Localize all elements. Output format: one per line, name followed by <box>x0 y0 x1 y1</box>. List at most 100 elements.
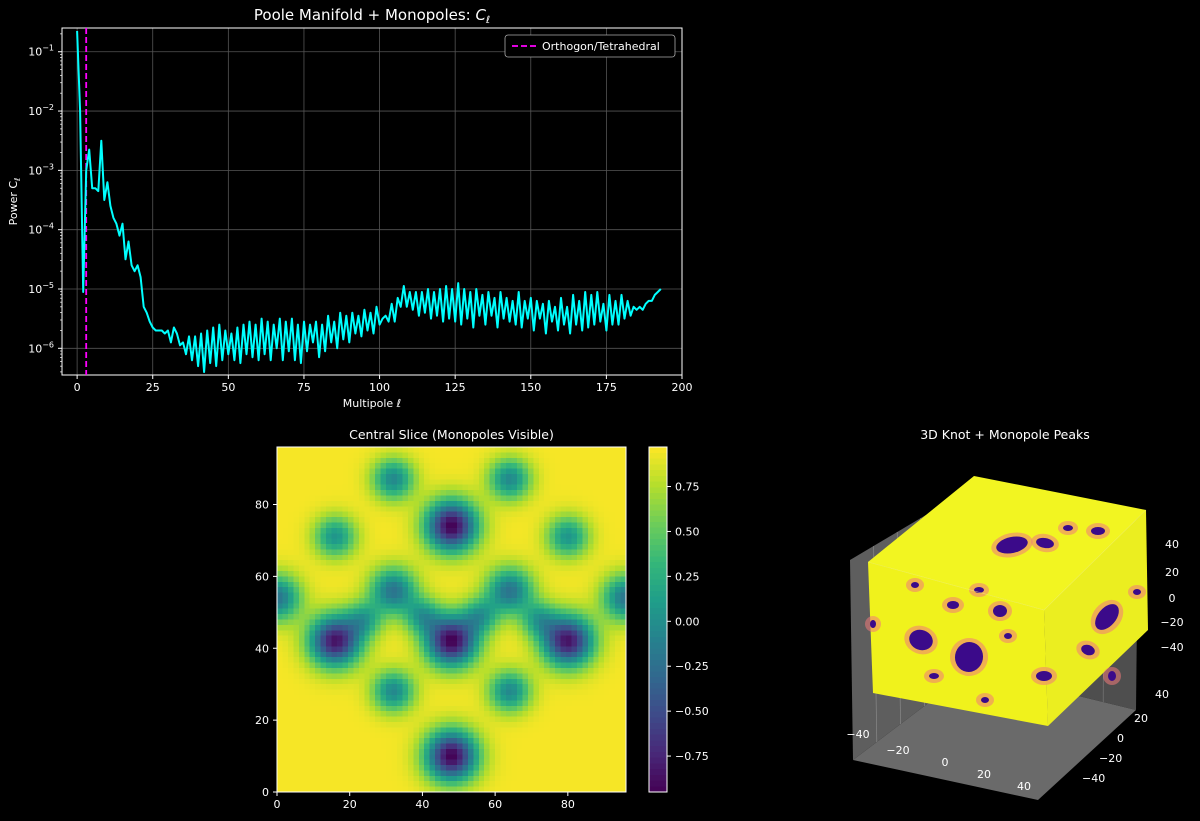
heatmap-cell <box>293 668 300 675</box>
heatmap-cell <box>516 452 523 459</box>
heatmap-cell <box>484 657 491 664</box>
heatmap-cell <box>402 473 409 480</box>
heatmap-cell <box>478 538 485 545</box>
heatmap-cell <box>353 754 360 761</box>
heatmap-cell <box>462 468 469 475</box>
heatmap-cell <box>500 565 507 572</box>
heatmap-cell <box>293 457 300 464</box>
heatmap-cell <box>353 511 360 518</box>
heatmap-cell <box>555 630 562 637</box>
heatmap-cell <box>277 673 284 680</box>
heatmap-cell <box>544 662 551 669</box>
heatmap-cell <box>484 544 491 551</box>
heatmap-cell <box>282 721 289 728</box>
colorbar-step <box>649 556 667 563</box>
heatmap-cell <box>342 479 349 486</box>
heatmap-cell <box>391 781 398 788</box>
heatmap-cell <box>527 511 534 518</box>
heatmap-cell <box>298 447 305 453</box>
heatmap-cell <box>587 549 594 556</box>
heatmap-cell <box>582 694 589 701</box>
heatmap-cell <box>527 457 534 464</box>
heatmap-cell <box>609 592 616 599</box>
heatmap-cell <box>331 522 338 529</box>
heatmap-cell <box>598 608 605 615</box>
heatmap-cell <box>462 549 469 556</box>
heatmap-cell <box>364 576 371 583</box>
heatmap-cell <box>544 581 551 588</box>
heatmap-cell <box>418 500 425 507</box>
heatmap-cell <box>609 506 616 513</box>
heatmap-cell <box>506 716 513 723</box>
heatmap-cell <box>413 506 420 513</box>
heatmap-cell <box>277 597 284 604</box>
heatmap-cell <box>615 527 622 534</box>
heatmap-cell <box>522 743 529 750</box>
heatmap-cell <box>544 495 551 502</box>
heatmap-cell <box>435 673 442 680</box>
heatmap-cell <box>582 689 589 696</box>
heatmap-cell <box>277 603 284 610</box>
heatmap-cell <box>566 765 573 772</box>
heatmap-cell <box>293 619 300 626</box>
heatmap-cell <box>375 765 382 772</box>
heatmap-cell <box>544 635 551 642</box>
heatmap-cell <box>364 447 371 453</box>
heatmap-cell <box>478 554 485 561</box>
heatmap-cell <box>500 554 507 561</box>
heatmap-cell <box>516 775 523 782</box>
heatmap-cell <box>331 711 338 718</box>
heatmap-cell <box>484 759 491 766</box>
heatmap-cell <box>298 711 305 718</box>
heatmap-cell <box>522 641 529 648</box>
heatmap-cell <box>277 748 284 755</box>
heatmap-cell <box>478 694 485 701</box>
heatmap-cell <box>549 581 556 588</box>
heatmap-cell <box>353 490 360 497</box>
heatmap-cell <box>407 538 414 545</box>
heatmap-cell <box>560 694 567 701</box>
heatmap-cell <box>566 657 573 664</box>
heatmap-cell <box>293 538 300 545</box>
heatmap-cell <box>429 463 436 470</box>
heatmap-cell <box>342 641 349 648</box>
heatmap-cell <box>555 522 562 529</box>
heatmap-cell <box>593 560 600 567</box>
heatmap-cell <box>440 576 447 583</box>
heatmap-cell <box>500 581 507 588</box>
heatmap-cell <box>478 630 485 637</box>
heatmap-cell <box>533 711 540 718</box>
heatmap-cell <box>506 511 513 518</box>
heatmap-cell <box>604 700 611 707</box>
heatmap-cell <box>315 587 322 594</box>
heatmap-cell <box>451 522 458 529</box>
heatmap-cell <box>375 479 382 486</box>
heatmap-cell <box>435 754 442 761</box>
heatmap-cell <box>364 727 371 734</box>
heatmap-cell <box>424 484 431 491</box>
heatmap-cell <box>287 468 294 475</box>
heatmap-cell <box>402 495 409 502</box>
heatmap-cell <box>418 721 425 728</box>
heatmap-cell <box>478 500 485 507</box>
heatmap-cell <box>484 500 491 507</box>
heatmap-cell <box>304 457 311 464</box>
heatmap-cell <box>369 592 376 599</box>
heatmap-cell <box>576 624 583 631</box>
heatmap-cell <box>506 738 513 745</box>
heatmap-cell <box>555 560 562 567</box>
heatmap-cell <box>549 619 556 626</box>
heatmap-cell <box>386 711 393 718</box>
heatmap-cell <box>495 754 502 761</box>
heatmap-cell <box>489 711 496 718</box>
heatmap-cell <box>424 678 431 685</box>
colorbar-step <box>649 464 667 471</box>
heatmap-cell <box>391 544 398 551</box>
heatmap-cell <box>315 549 322 556</box>
heatmap-cell <box>560 597 567 604</box>
heatmap-cell <box>342 711 349 718</box>
heatmap-cell <box>369 716 376 723</box>
heatmap-cell <box>495 684 502 691</box>
heatmap-cell <box>407 716 414 723</box>
heatmap-cell <box>293 608 300 615</box>
